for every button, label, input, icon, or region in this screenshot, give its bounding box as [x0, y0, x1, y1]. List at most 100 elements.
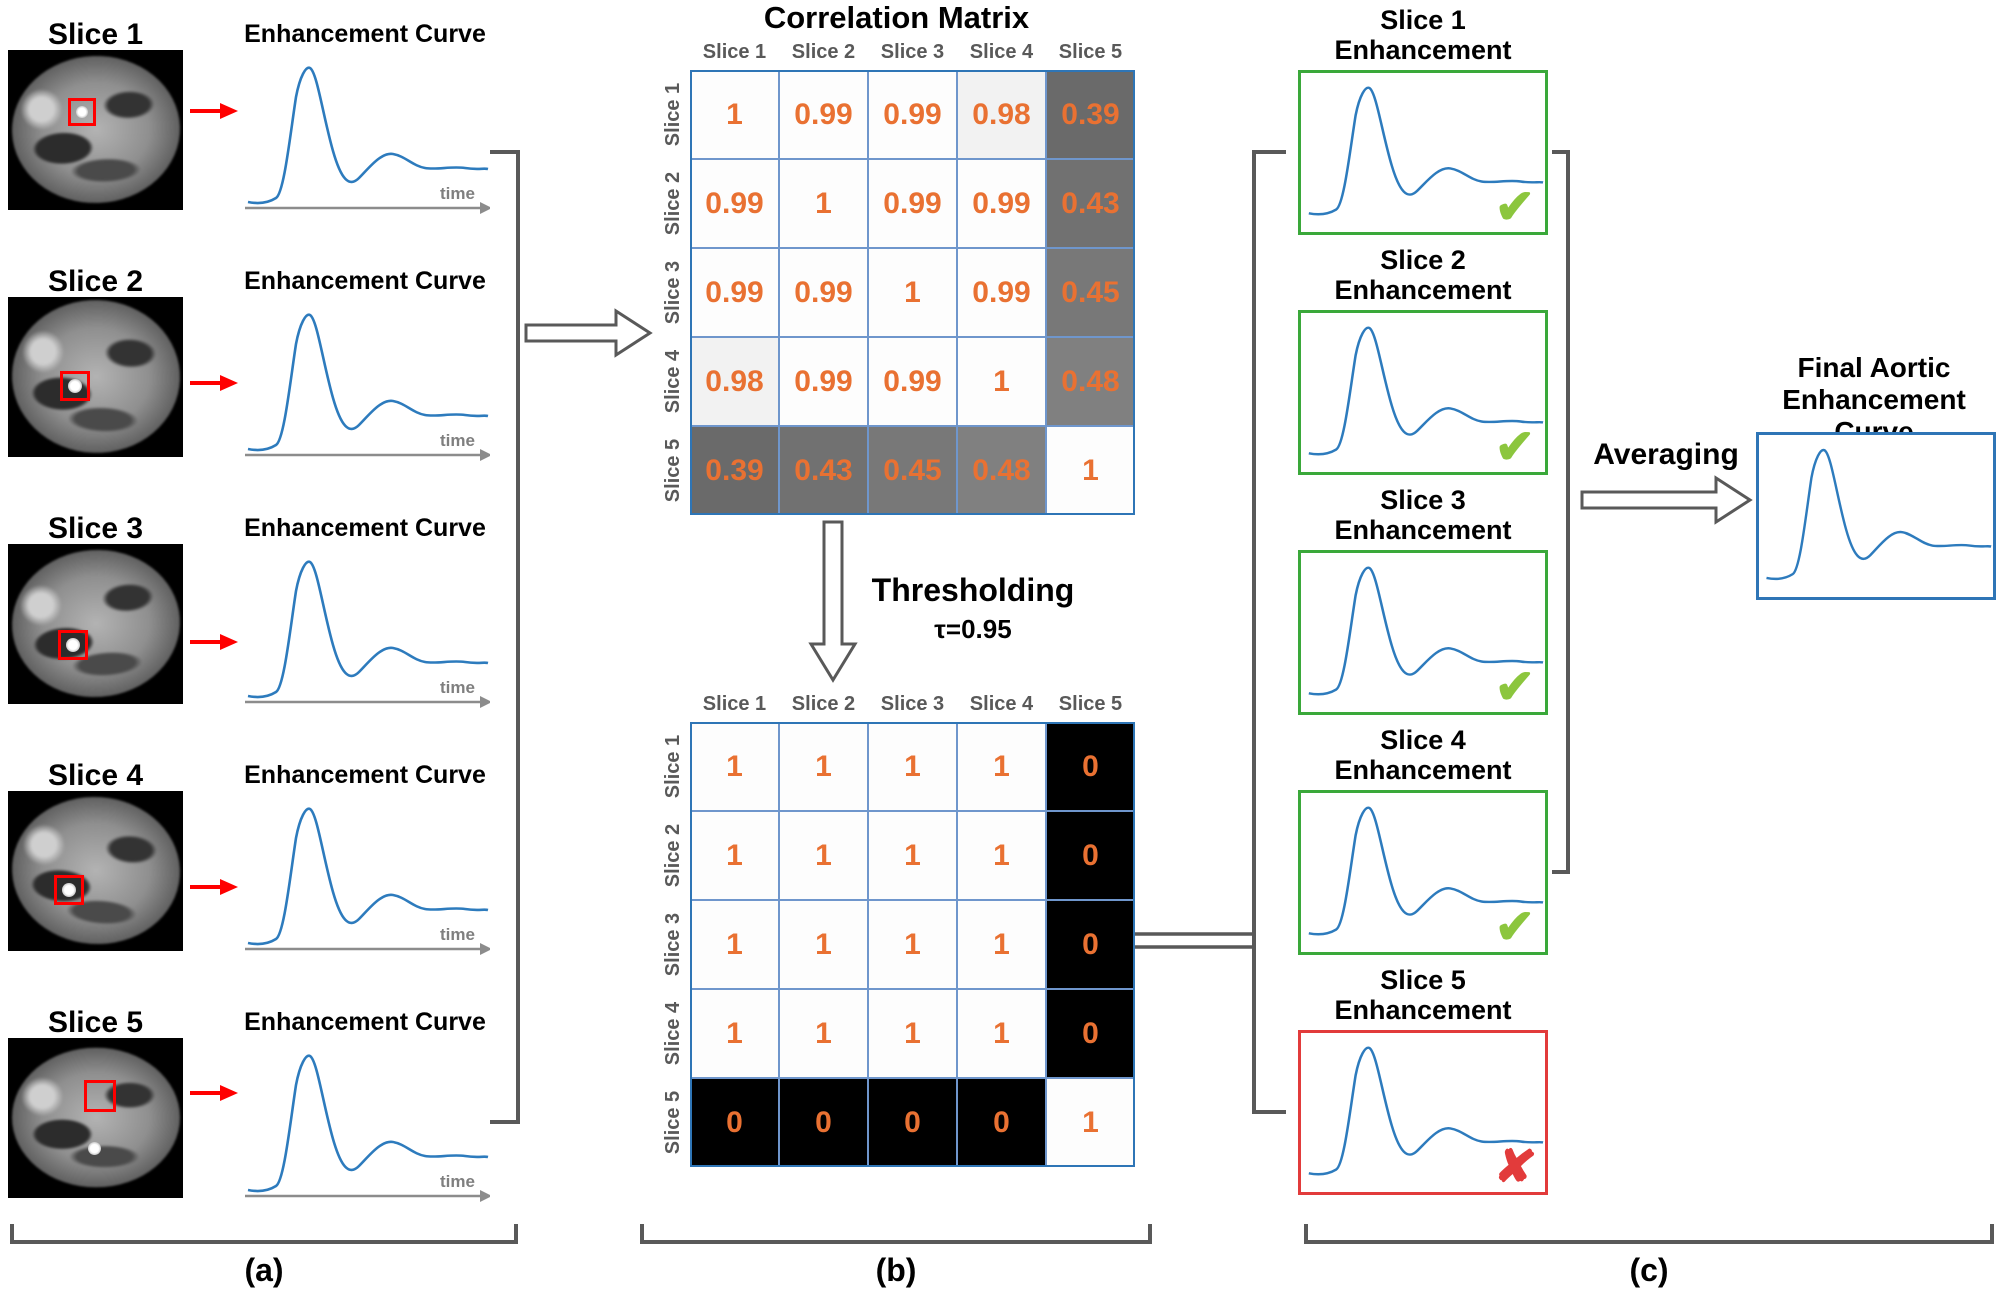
matrix-cell: 0.43 — [1046, 159, 1135, 248]
enhancement-curve-line — [1766, 448, 1992, 581]
enhancement-curve-line — [247, 66, 489, 205]
curve-title: Enhancement Curve — [244, 267, 486, 295]
matrix-cell: 1 — [868, 722, 957, 811]
matrix-cell: 1 — [957, 337, 1046, 426]
mri-slice-image — [8, 1038, 183, 1198]
enhancement-curve-line — [1308, 86, 1544, 216]
matrix-row-header-label: Slice 4 — [662, 349, 685, 414]
matrix-cell: 0.99 — [868, 337, 957, 426]
matrix-col-header: Slice 4 — [969, 41, 1034, 63]
matrix-cell: 0.99 — [690, 159, 779, 248]
time-label: time — [440, 184, 475, 203]
enhancement-curve-plot: time — [245, 1054, 490, 1202]
matrix-cell: 0 — [779, 1078, 868, 1167]
matrix-row-header: Slice 4 — [658, 989, 690, 1078]
matrix-corner — [658, 688, 690, 722]
matrix-row-header: Slice 1 — [658, 722, 690, 811]
matrix-row-header: Slice 5 — [658, 1078, 690, 1167]
matrix-row-header: Slice 1 — [658, 70, 690, 159]
matrix-cell: 0.99 — [779, 70, 868, 159]
slice-title: Slice 1 — [47, 18, 144, 51]
aorta-dot — [66, 638, 80, 652]
matrix-cell: 1 — [1046, 426, 1135, 515]
matrix-cell: 1 — [779, 900, 868, 989]
slice-title: Slice 2 — [47, 265, 144, 298]
matrix-col-header: Slice 5 — [1058, 693, 1123, 715]
matrix-cell: 0.48 — [1046, 337, 1135, 426]
matrix-col-header: Slice 4 — [969, 693, 1034, 715]
matrix-row-header: Slice 2 — [658, 159, 690, 248]
matrix-cell: 1 — [779, 811, 868, 900]
enhancement-curve-line — [1308, 806, 1544, 936]
matrix-cell: 0 — [1046, 900, 1135, 989]
matrix-cell: 1 — [690, 989, 779, 1078]
matrix-row-header-label: Slice 2 — [662, 171, 685, 236]
matrix-row-header-label: Slice 5 — [662, 438, 685, 503]
matrix-cell: 0.98 — [690, 337, 779, 426]
result-slice-subtitle: Enhancement Curve — [1334, 515, 1512, 575]
matrix-cell: 1 — [957, 989, 1046, 1078]
enhancement-curve-plot: time — [245, 66, 490, 214]
matrix-cell: 0.99 — [779, 248, 868, 337]
correlation-matrix: Slice 1 Slice 2 Slice 3 Slice 4 Slice 5 … — [658, 36, 1135, 515]
flow-arrow-right-icon — [524, 308, 653, 358]
mri-slice-image — [8, 50, 183, 210]
roi-box — [54, 875, 84, 905]
matrix-cell: 0.99 — [690, 248, 779, 337]
matrix-cell: 1 — [868, 900, 957, 989]
enhancement-curve-plot: time — [245, 560, 490, 708]
matrix-cell: 1 — [868, 989, 957, 1078]
matrix-row-header: Slice 4 — [658, 337, 690, 426]
matrix-cell: 0.99 — [957, 159, 1046, 248]
red-arrow-icon — [190, 634, 238, 650]
curve-title: Enhancement Curve — [244, 1008, 486, 1036]
mri-slice-image — [8, 791, 183, 951]
enhancement-curve-plot — [1308, 806, 1544, 936]
enhancement-curve-line — [247, 1054, 489, 1193]
axis-arrow-icon — [480, 696, 490, 708]
matrix-cell: 1 — [868, 248, 957, 337]
binary-matrix: Slice 1 Slice 2 Slice 3 Slice 4 Slice 5 … — [658, 688, 1135, 1167]
time-label: time — [440, 925, 475, 944]
matrix-cell: 0.99 — [957, 248, 1046, 337]
matrix-cell: 1 — [868, 811, 957, 900]
matrix-cell: 1 — [1046, 1078, 1135, 1167]
enhancement-curve-plot: time — [245, 313, 490, 461]
matrix-row-header-label: Slice 1 — [662, 82, 685, 147]
checkmark-icon: ✔ — [1494, 421, 1535, 474]
checkmark-icon: ✔ — [1494, 181, 1535, 234]
aorta-dot — [62, 883, 76, 897]
matrix-cell: 1 — [779, 159, 868, 248]
aorta-dot — [76, 106, 88, 118]
axis-arrow-icon — [480, 943, 490, 955]
red-arrow-icon — [190, 103, 238, 119]
result-slice-title: Slice 4 — [1380, 725, 1466, 755]
enhancement-curve-line — [1308, 566, 1544, 696]
matrix-cell: 1 — [690, 811, 779, 900]
roi-box — [68, 98, 96, 126]
averaging-arrow-right-icon — [1580, 475, 1753, 525]
matrix-cell: 1 — [690, 722, 779, 811]
matrix-row-header-label: Slice 5 — [662, 1090, 685, 1155]
enhancement-curve-line — [1308, 1046, 1544, 1176]
matrix-cell: 0 — [690, 1078, 779, 1167]
matrix-row-header: Slice 3 — [658, 248, 690, 337]
section-label-b: (b) — [875, 1252, 917, 1288]
slice-title: Slice 5 — [47, 1006, 144, 1039]
curve-title: Enhancement Curve — [244, 20, 486, 48]
matrix-col-header: Slice 1 — [702, 693, 767, 715]
matrix-row-header: Slice 2 — [658, 811, 690, 900]
time-label: time — [440, 1172, 475, 1191]
final-enhancement-curve-plot — [1766, 448, 1992, 581]
matrix-row-header: Slice 3 — [658, 900, 690, 989]
curve-title: Enhancement Curve — [244, 761, 486, 789]
slice-title: Slice 3 — [47, 512, 144, 545]
red-arrow-icon — [190, 879, 238, 895]
final-curve-title-line1: Final Aortic — [1797, 352, 1951, 383]
matrix-cell: 0 — [957, 1078, 1046, 1167]
averaging-bracket — [1552, 150, 1570, 874]
matrix-row-header-label: Slice 3 — [662, 260, 685, 325]
enhancement-curve-plot — [1308, 566, 1544, 696]
matrix-col-header: Slice 5 — [1058, 41, 1123, 63]
